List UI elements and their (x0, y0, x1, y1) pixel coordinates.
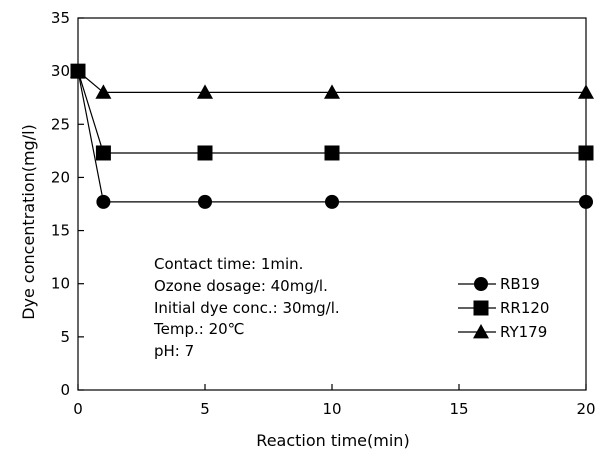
x-axis-label: Reaction time(min) (256, 431, 409, 450)
x-tick-label: 15 (449, 400, 468, 418)
data-point-rb19 (325, 194, 339, 209)
annotation-initial-conc: Initial dye conc.: 30mg/l. (154, 299, 340, 317)
legend-marker-ry179 (473, 324, 489, 339)
data-point-ry179 (578, 84, 594, 99)
y-tick-label: 30 (51, 62, 70, 80)
legend: RB19 RR120 RY179 (458, 275, 549, 341)
legend-label-rb19: RB19 (500, 275, 540, 293)
y-tick-label: 5 (60, 328, 70, 346)
data-point-ry179 (324, 84, 340, 99)
series-rr120 (70, 63, 594, 161)
x-tick-label: 10 (322, 400, 341, 418)
y-tick-label: 20 (51, 168, 70, 186)
annotation-ph: pH: 7 (154, 342, 194, 360)
data-point-rr120 (197, 145, 213, 161)
y-tick-label: 10 (51, 275, 70, 293)
series-layer (70, 63, 594, 209)
legend-marker-rr120 (473, 300, 489, 316)
data-point-rb19 (579, 194, 593, 209)
annotation-ozone-dosage: Ozone dosage: 40mg/l. (154, 277, 328, 295)
y-tick-label: 35 (51, 9, 70, 27)
ticks: 0 5 10 15 20 25 30 35 0 5 10 15 20 (51, 9, 596, 418)
y-tick-label: 0 (60, 381, 70, 399)
x-tick-label: 5 (200, 400, 210, 418)
legend-label-rr120: RR120 (500, 299, 549, 317)
y-axis-label: Dye concentration(mg/l) (19, 124, 38, 320)
series-ry179 (70, 63, 594, 99)
annotation-block: Contact time: 1min. Ozone dosage: 40mg/l… (153, 255, 340, 360)
legend-item-rb19: RB19 (458, 275, 540, 293)
data-point-rr120 (95, 145, 111, 161)
data-point-ry179 (95, 84, 112, 99)
legend-item-rr120: RR120 (458, 299, 549, 317)
y-tick-label: 25 (51, 115, 70, 133)
y-tick-label: 15 (51, 222, 70, 240)
x-tick-label: 20 (576, 400, 595, 418)
legend-marker-rb19 (474, 277, 488, 291)
annotation-contact-time: Contact time: 1min. (154, 255, 303, 273)
legend-item-ry179: RY179 (458, 323, 547, 341)
data-point-rb19 (198, 194, 212, 209)
annotation-temp: Temp.: 20℃ (153, 320, 245, 338)
series-line-rr120 (77, 70, 586, 154)
data-point-rr120 (578, 145, 594, 161)
data-point-rr120 (324, 145, 340, 161)
data-point-ry179 (70, 63, 86, 78)
data-point-ry179 (197, 84, 213, 99)
data-point-rb19 (96, 194, 111, 209)
legend-label-ry179: RY179 (500, 323, 547, 341)
x-tick-label: 0 (73, 400, 83, 418)
